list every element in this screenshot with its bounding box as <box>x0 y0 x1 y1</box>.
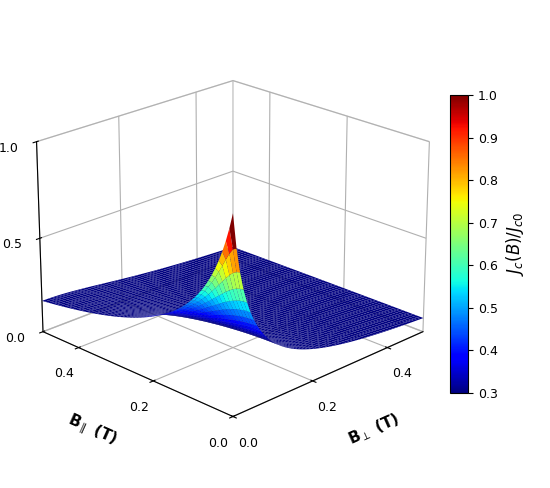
Y-axis label: $\mathbf{B}_{\parallel}$ (T): $\mathbf{B}_{\parallel}$ (T) <box>64 410 120 450</box>
X-axis label: $\mathbf{B}_{\perp}$ (T): $\mathbf{B}_{\perp}$ (T) <box>345 410 403 449</box>
Y-axis label: $J_c(B)/J_{c0}$: $J_c(B)/J_{c0}$ <box>504 212 526 276</box>
